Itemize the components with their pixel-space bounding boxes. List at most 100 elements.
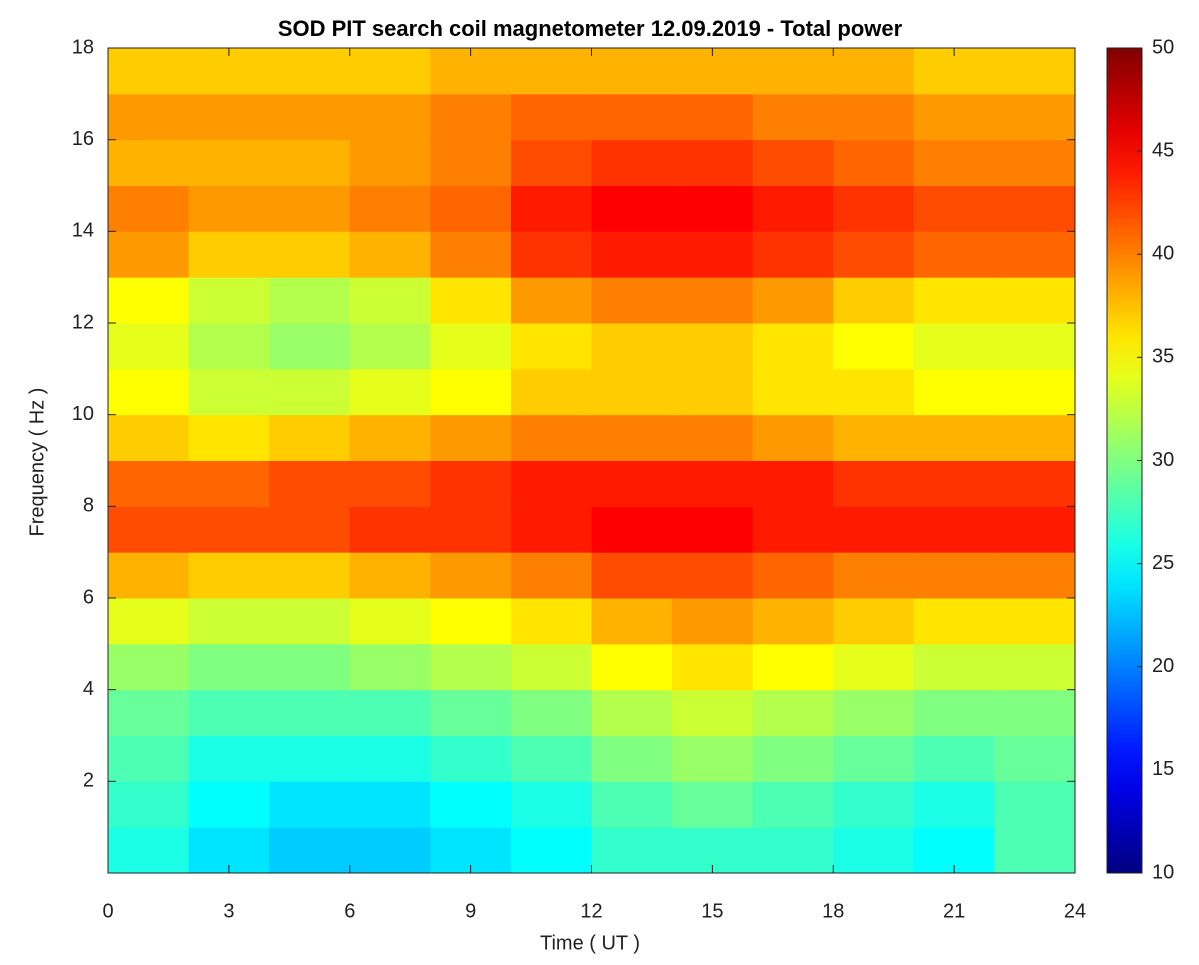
cell [510, 414, 592, 461]
cell [188, 552, 270, 599]
cell [349, 460, 431, 507]
cell [510, 185, 592, 232]
cell [591, 689, 673, 736]
cell [349, 781, 431, 828]
cell [591, 460, 673, 507]
cell [672, 781, 754, 828]
cell [430, 93, 512, 141]
cell [349, 552, 431, 599]
cell [833, 506, 915, 553]
cell [672, 460, 754, 507]
cell [510, 323, 592, 370]
cell [994, 368, 1076, 416]
cell [913, 323, 995, 370]
y-axis-label: Frequency ( Hz ) [26, 388, 48, 537]
cell [349, 506, 431, 553]
cell [994, 598, 1076, 645]
y-tick-label: 18 [72, 36, 94, 58]
cell [994, 689, 1076, 736]
cell [269, 414, 351, 461]
cell [349, 231, 431, 278]
cell [269, 368, 351, 416]
cell [994, 827, 1076, 874]
cell [591, 643, 673, 691]
cell [510, 277, 592, 324]
cell [108, 643, 190, 691]
cell [752, 552, 834, 599]
cell [994, 414, 1076, 461]
cell [833, 689, 915, 736]
cell [269, 827, 351, 874]
cell [269, 231, 351, 278]
x-tick-label: 24 [1064, 900, 1086, 922]
cell [269, 735, 351, 782]
x-tick-label: 3 [223, 900, 234, 922]
cell [672, 689, 754, 736]
cell [752, 460, 834, 507]
cell [108, 827, 190, 874]
colorbar-tick-label: 45 [1152, 139, 1174, 161]
cell [833, 277, 915, 324]
cell [108, 48, 190, 95]
cell [430, 185, 512, 232]
cell [591, 277, 673, 324]
cell [752, 368, 834, 416]
cell [108, 323, 190, 370]
cell [591, 231, 673, 278]
cell [752, 48, 834, 95]
y-tick-label: 8 [83, 495, 94, 517]
cell [510, 506, 592, 553]
cell [672, 368, 754, 416]
cell [994, 185, 1076, 232]
cell [430, 368, 512, 416]
cell [672, 414, 754, 461]
cell [672, 93, 754, 141]
cell [994, 552, 1076, 599]
colorbar-tick-label: 10 [1152, 861, 1174, 883]
cell [591, 185, 673, 232]
cell [833, 323, 915, 370]
cell [108, 460, 190, 507]
colorbar-tick-label: 15 [1152, 758, 1174, 780]
cell [672, 139, 754, 186]
cell [913, 689, 995, 736]
cell [833, 781, 915, 828]
cell [591, 506, 673, 553]
cell [349, 277, 431, 324]
cell [269, 781, 351, 828]
cell [188, 93, 270, 141]
colorbar-tick-label: 40 [1152, 243, 1174, 265]
cell [510, 552, 592, 599]
cell [833, 643, 915, 691]
cell [349, 643, 431, 691]
cell [913, 643, 995, 691]
cell [672, 277, 754, 324]
cell [188, 368, 270, 416]
cell [269, 277, 351, 324]
cell [510, 598, 592, 645]
cell [430, 598, 512, 645]
colorbar-tick-label: 20 [1152, 655, 1174, 677]
cell [188, 460, 270, 507]
cell [188, 643, 270, 691]
cell [430, 277, 512, 324]
x-tick-label: 9 [465, 900, 476, 922]
cell [108, 231, 190, 278]
cell [269, 460, 351, 507]
cell [752, 139, 834, 186]
cell [188, 414, 270, 461]
cell [591, 323, 673, 370]
cell [994, 643, 1076, 691]
cell [430, 781, 512, 828]
cell [108, 552, 190, 599]
cell [994, 735, 1076, 782]
cell [591, 414, 673, 461]
cell [510, 460, 592, 507]
cell [108, 689, 190, 736]
cell [108, 506, 190, 553]
cell [510, 735, 592, 782]
cell [430, 735, 512, 782]
cell [752, 506, 834, 553]
cell [752, 643, 834, 691]
cell [913, 460, 995, 507]
